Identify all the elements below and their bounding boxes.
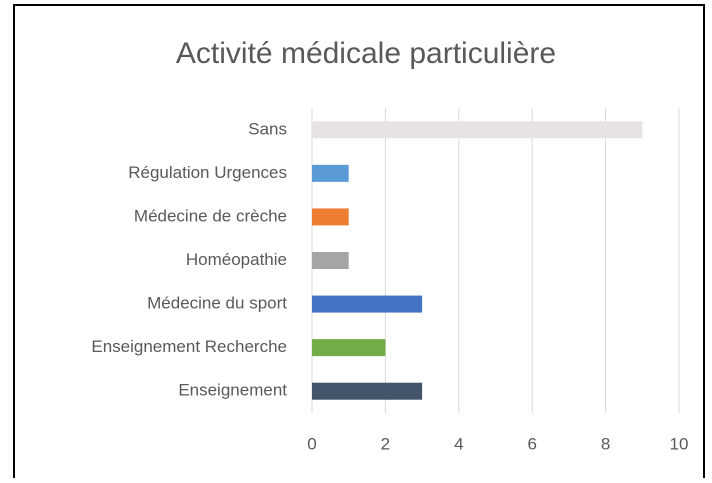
- y-tick-label: Enseignement: [178, 381, 287, 400]
- bar: [312, 382, 423, 400]
- chart-title: Activité médicale particulière: [176, 37, 556, 70]
- bar: [312, 339, 386, 357]
- bar: [312, 208, 349, 226]
- x-tick-label: 8: [601, 434, 610, 453]
- x-tick-label: 2: [381, 434, 390, 453]
- bar: [312, 252, 349, 269]
- chart-frame: [13, 4, 705, 483]
- x-tick-label: 6: [527, 434, 536, 453]
- bar: [312, 295, 423, 313]
- y-tick-label: Médecine du sport: [147, 294, 287, 313]
- y-tick-label: Sans: [248, 119, 287, 138]
- y-tick-label: Régulation Urgences: [128, 163, 287, 182]
- y-tick-label: Enseignement Recherche: [91, 337, 287, 356]
- bar: [312, 121, 643, 139]
- y-tick-label: Homéopathie: [186, 250, 287, 269]
- x-tick-label: 0: [307, 434, 316, 453]
- y-tick-label: Médecine de crèche: [134, 206, 287, 225]
- bar: [312, 164, 349, 182]
- x-tick-label: 10: [670, 434, 689, 453]
- x-tick-label: 4: [454, 434, 463, 453]
